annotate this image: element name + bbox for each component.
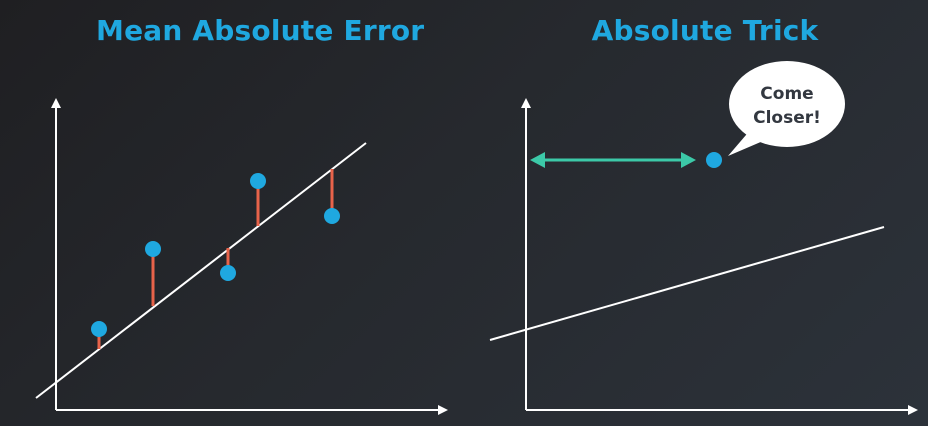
mae-x-axis-arrowhead: [438, 405, 448, 415]
speech-bubble-line-1: Come: [760, 84, 813, 104]
data-point: [250, 173, 266, 189]
speech-bubble: Come Closer!: [728, 61, 845, 156]
arrowhead-right: [681, 152, 696, 168]
trick-y-axis-arrowhead: [521, 98, 531, 108]
data-point: [91, 321, 107, 337]
target-point: [706, 152, 722, 168]
mae-title: Mean Absolute Error: [96, 14, 425, 47]
speech-bubble-line-2: Closer!: [753, 108, 821, 128]
mae-regression-line: [35, 142, 367, 399]
trick-regression-line: [489, 226, 885, 341]
data-point: [145, 241, 161, 257]
trick-x-axis-arrowhead: [908, 405, 918, 415]
absolute-trick-plot: Come Closer!: [489, 61, 918, 415]
data-point: [324, 208, 340, 224]
arrowhead-left: [530, 152, 545, 168]
mae-plot: [35, 98, 448, 415]
data-point: [220, 265, 236, 281]
mae-y-axis-arrowhead: [51, 98, 61, 108]
absolute-trick-title: Absolute Trick: [591, 14, 819, 47]
